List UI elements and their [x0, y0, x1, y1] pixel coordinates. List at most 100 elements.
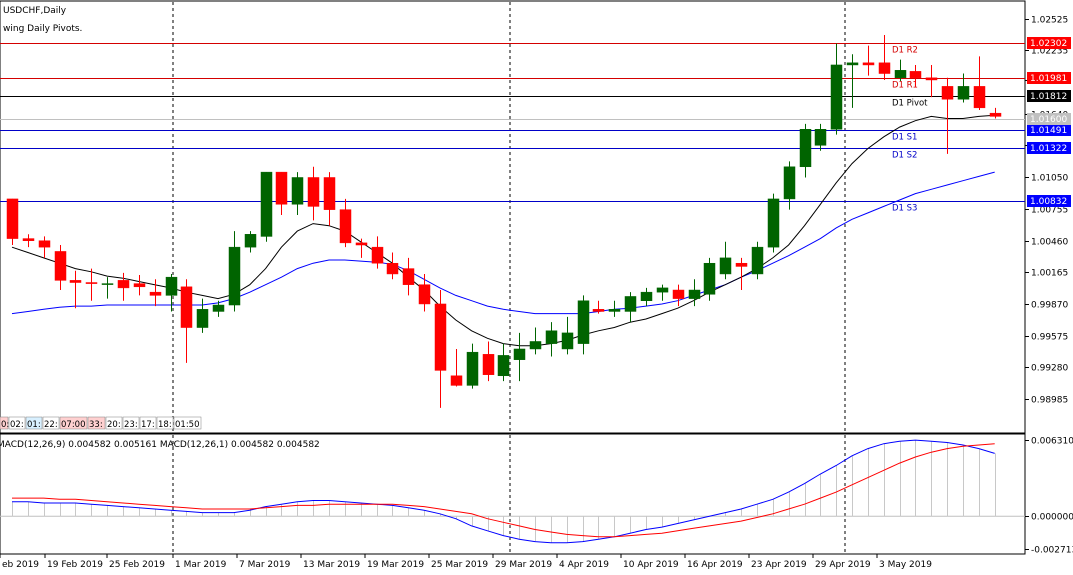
price-tick-label: 0.99575 — [1031, 333, 1068, 343]
candle-body — [133, 283, 146, 288]
price-tags: 1.02302 1.01981 1.01812 1.01491 1.01322 1.008… — [1027, 37, 1071, 207]
time-tick-label: 29 Mar 2019 — [495, 560, 552, 570]
pivot-label: D1 Pivot — [892, 99, 928, 109]
timer-box — [173, 416, 202, 430]
timer-box — [25, 416, 43, 430]
candle-body — [180, 286, 193, 328]
pivot-price-tag-bg — [1027, 142, 1071, 154]
time-tick-label: 10 Apr 2019 — [623, 560, 679, 570]
candle-body — [894, 70, 907, 79]
macd-signal-path — [12, 443, 995, 538]
timer-box — [122, 416, 140, 430]
candle-body — [799, 129, 812, 168]
candle-body — [989, 112, 1002, 117]
timer-text: 01: — [27, 420, 41, 430]
current-price-tag: 1.01600 — [1030, 115, 1067, 125]
price-tick-label: 1.00460 — [1031, 238, 1068, 248]
candle-body — [434, 303, 447, 371]
macd-tick-label: -0.002713 — [1031, 546, 1073, 556]
candle-body — [719, 257, 732, 275]
macd-histogram — [0, 439, 1025, 544]
price-tick-label: 1.02525 — [1031, 16, 1068, 26]
slow-ma-line — [11, 171, 995, 315]
candle-body — [339, 209, 352, 244]
time-tick-label: 25 Feb 2019 — [109, 560, 165, 570]
candle-body — [862, 62, 875, 66]
macd-title: MACD(12,26,9) 0.004582 0.005161 MACD(12,… — [0, 440, 320, 450]
candle-body — [117, 280, 130, 289]
candle-body — [260, 171, 273, 237]
price-tick-label: 1.00165 — [1031, 269, 1068, 279]
candle-body — [925, 77, 938, 81]
period-separators — [172, 2, 846, 553]
candle-body — [38, 240, 51, 248]
timer-strip: 0: 02: 01: 22: 07:00 33: 20: 23: 17: 18: 01:50 — [0, 416, 202, 430]
candle-body — [6, 198, 19, 239]
candle-body — [561, 332, 574, 350]
price-tick-label: 0.99870 — [1031, 301, 1068, 311]
candle-body — [450, 375, 463, 386]
price-tick-label: 0.98985 — [1031, 396, 1068, 406]
candle-body — [640, 291, 653, 301]
fast-ma-line — [11, 114, 995, 347]
timer-box — [42, 416, 60, 430]
candle-body — [957, 86, 970, 100]
candle-body — [466, 351, 479, 386]
candle-body — [656, 287, 669, 293]
pivot-price-tag-bg — [1027, 37, 1071, 49]
pivot-label: D1 S2 — [892, 151, 917, 161]
candle-body — [909, 71, 922, 79]
timer-box — [87, 416, 106, 430]
candle-body — [291, 177, 304, 205]
price-tick-label: 0.99280 — [1031, 364, 1068, 374]
candlesticks — [6, 34, 1002, 408]
candle-body — [69, 280, 82, 283]
candle-body — [101, 283, 114, 285]
pivot-price-tag-bg — [1027, 195, 1071, 207]
candle-body — [878, 62, 891, 74]
time-tick-label: 1 Mar 2019 — [175, 560, 227, 570]
pivot-lines: D1 R2 D1 R1 D1 Pivot D1 S1 D1 S2 D1 S3 — [0, 43, 1025, 214]
candle-body — [165, 276, 178, 296]
macd-pane-frame — [0, 433, 1026, 555]
candle-body — [402, 268, 415, 285]
candle-body — [228, 246, 241, 306]
pivot-price-tag: 1.01812 — [1030, 92, 1067, 102]
pivot-label: D1 R1 — [892, 81, 918, 91]
timer-box — [156, 416, 174, 430]
macd-main-line — [12, 439, 995, 544]
macd-tick-label: 0.000000 — [1031, 513, 1073, 523]
candle-body — [323, 177, 336, 210]
candle-body — [212, 304, 225, 312]
timer-box — [0, 416, 9, 430]
time-tick-label: 29 Apr 2019 — [815, 560, 871, 570]
macd-tick-label: 0.006310 — [1031, 437, 1073, 447]
timer-box — [59, 416, 88, 430]
pivot-price-tag: 1.02302 — [1030, 39, 1067, 49]
candle-body — [783, 166, 796, 200]
candle-body — [196, 309, 209, 328]
pivot-label: D1 S1 — [892, 133, 917, 143]
candle-body — [688, 289, 701, 299]
candle-body — [22, 238, 35, 241]
candle-body — [751, 246, 764, 275]
pivot-price-tag: 1.01322 — [1030, 144, 1067, 154]
price-tick-label: 1.02235 — [1031, 47, 1068, 57]
macd-signal-line — [12, 443, 995, 538]
current-price-tag-bg — [1027, 113, 1071, 125]
candle-body — [513, 348, 526, 360]
candle-body — [545, 330, 558, 344]
timer-text: 20: — [107, 420, 121, 430]
candle-body — [149, 291, 162, 296]
timer-text: 18: — [158, 420, 172, 430]
time-tick-label: 25 Mar 2019 — [431, 560, 488, 570]
candle-body — [355, 242, 368, 246]
candle-body — [703, 262, 716, 295]
candle-body — [735, 262, 748, 267]
pivot-price-tag-bg — [1027, 124, 1071, 136]
candle-body — [275, 171, 288, 205]
time-tick-label: eb 2019 — [2, 560, 39, 570]
candle-body — [941, 86, 954, 100]
candle-body — [624, 296, 637, 312]
